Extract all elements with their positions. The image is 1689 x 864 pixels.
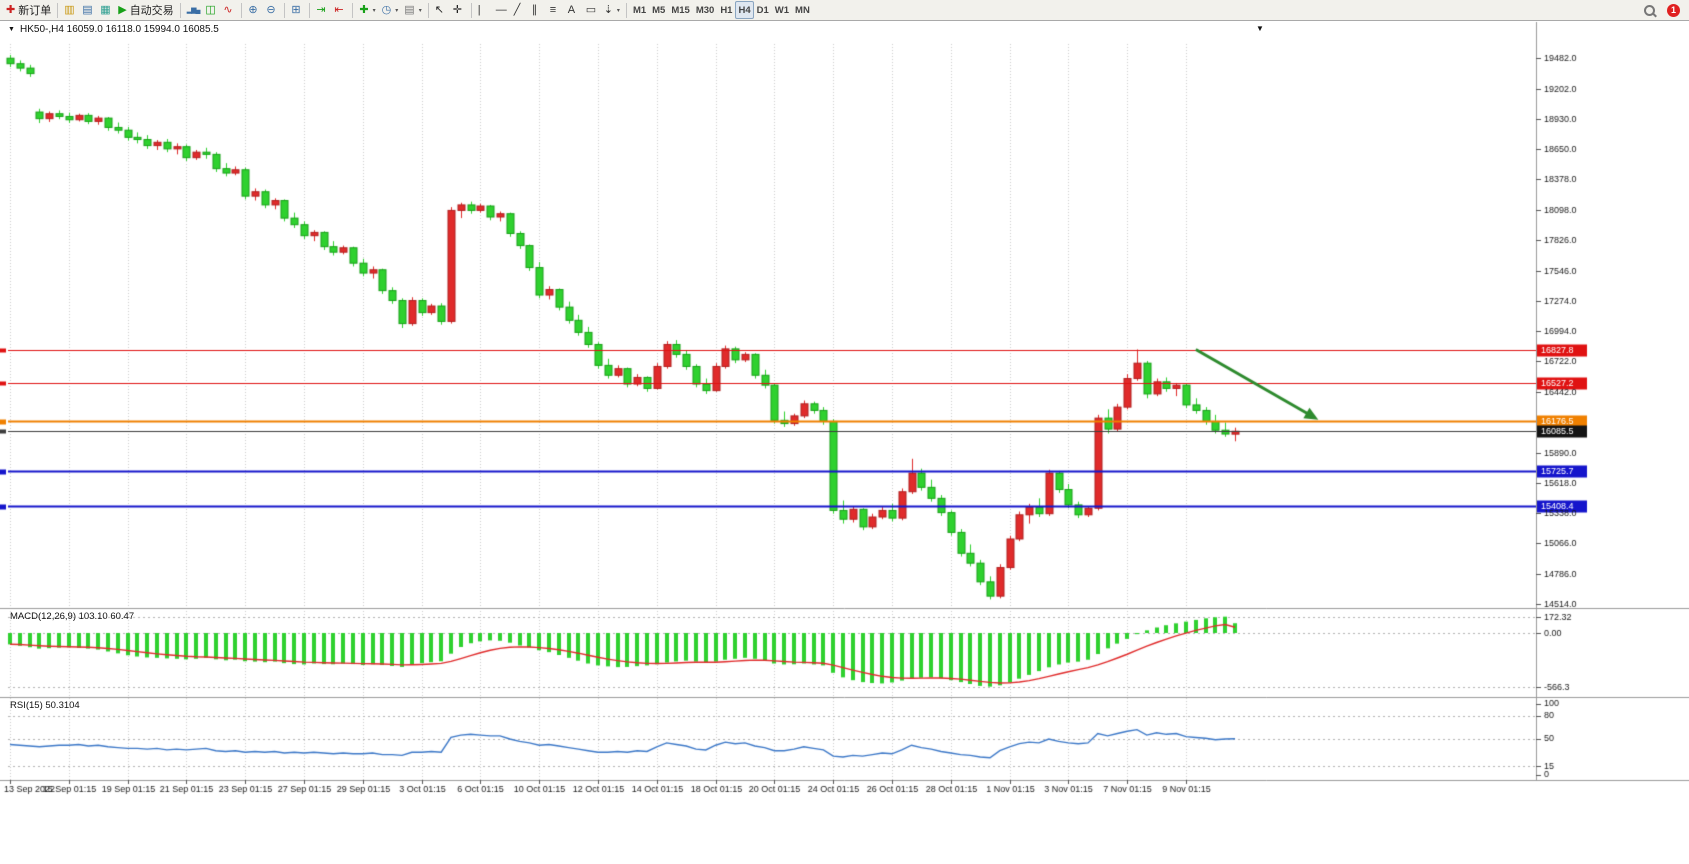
trendline-icon: ╱ xyxy=(513,3,521,16)
toolbar-separator xyxy=(57,2,59,18)
auto-trading-button-label: 自动交易 xyxy=(129,5,174,17)
dropdown-caret-icon: ▾ xyxy=(418,7,422,14)
new-order-icon: ✚ xyxy=(6,3,16,16)
macd-panel[interactable] xyxy=(8,609,1536,697)
market-watch-button[interactable]: ▥ xyxy=(61,1,79,19)
toolbar-separator xyxy=(284,2,286,18)
auto-trading-button[interactable]: ▶ 自动交易 xyxy=(115,1,176,19)
timeframe-h4-button[interactable]: H4 xyxy=(735,1,754,19)
notification-badge[interactable]: 1 xyxy=(1667,3,1680,17)
zoom-in-button[interactable]: ⊕ xyxy=(245,1,263,19)
navigator-icon: ▤ xyxy=(82,3,93,16)
indicators-button[interactable]: ✚ ▾ xyxy=(356,1,378,19)
chart-collapse-icon[interactable]: ▼ xyxy=(1256,24,1264,33)
rsi-panel[interactable] xyxy=(8,698,1536,779)
tile-windows-icon: ⊞ xyxy=(291,3,301,16)
timeframe-m1-button[interactable]: M1 xyxy=(630,1,649,19)
timeframe-m30-button[interactable]: M30 xyxy=(693,1,717,19)
new-order-button-label: 新订单 xyxy=(18,5,52,17)
toolbar-separator xyxy=(179,2,181,18)
chart-dropdown-icon[interactable]: ▼ xyxy=(8,26,15,33)
indicators-icon: ✚ xyxy=(359,3,369,16)
arrow-tools-button[interactable]: ⇣ ▾ xyxy=(601,1,623,19)
chart-shift-icon: ⇤ xyxy=(334,3,344,16)
horizontal-line-icon: — xyxy=(495,3,507,16)
navigator-button[interactable]: ▤ xyxy=(79,1,97,19)
toolbar-separator xyxy=(309,2,311,18)
cursor-icon: ↖ xyxy=(434,3,444,16)
trendline-button[interactable]: ╱ xyxy=(511,1,529,19)
search-icon xyxy=(1644,4,1655,16)
fibonacci-icon: ≡ xyxy=(549,3,557,16)
toolbar-separator xyxy=(470,2,472,18)
zoom-out-button[interactable]: ⊖ xyxy=(263,1,281,19)
toolbar-separator xyxy=(352,2,354,18)
vertical-line-icon: | xyxy=(477,3,481,16)
dropdown-caret-icon: ▾ xyxy=(372,7,376,14)
bar-chart-icon: ▂▆▄ xyxy=(186,6,201,14)
dropdown-caret-icon: ▾ xyxy=(395,7,399,14)
auto-scroll-button[interactable]: ⇥ xyxy=(313,1,331,19)
text-label-icon: ▭ xyxy=(585,3,597,16)
candlestick-chart-button[interactable]: ◫ xyxy=(202,1,220,19)
symbol-info: HK50-,H4 16059.0 16118.0 15994.0 16085.5 xyxy=(20,24,219,35)
periods-icon: ◷ xyxy=(381,3,392,16)
price-axis[interactable] xyxy=(1536,22,1689,780)
timeframe-h1-button[interactable]: H1 xyxy=(717,1,735,19)
candlestick-icon: ◫ xyxy=(205,3,216,16)
text-icon: A xyxy=(567,3,576,16)
tile-windows-button[interactable]: ⊞ xyxy=(288,1,306,19)
cursor-button[interactable]: ↖ xyxy=(432,1,450,19)
toolbar-separator xyxy=(427,2,429,18)
new-order-button[interactable]: ✚ 新订单 xyxy=(3,1,54,19)
horizontal-line-button[interactable]: — xyxy=(493,1,511,19)
terminal-icon: ▦ xyxy=(100,3,111,16)
macd-label: MACD(12,26,9) 103.10 60.47 xyxy=(10,611,135,622)
timeframe-mn-button[interactable]: MN xyxy=(792,1,813,19)
vertical-line-button[interactable]: | xyxy=(475,1,493,19)
toolbar-right: 1 xyxy=(1641,1,1686,19)
templates-icon: ▤ xyxy=(404,3,415,16)
terminal-button[interactable]: ▦ xyxy=(97,1,115,19)
fibonacci-button[interactable]: ≡ xyxy=(547,1,565,19)
chart-shift-button[interactable]: ⇤ xyxy=(331,1,349,19)
zoom-out-icon: ⊖ xyxy=(266,3,276,16)
toolbar-separator xyxy=(241,2,243,18)
line-chart-icon: ∿ xyxy=(223,3,233,16)
dropdown-caret-icon: ▾ xyxy=(616,7,620,14)
crosshair-icon: ✛ xyxy=(452,3,462,16)
channel-icon: ∥ xyxy=(531,3,538,16)
crosshair-button[interactable]: ✛ xyxy=(450,1,468,19)
auto-trading-icon: ▶ xyxy=(118,3,127,16)
search-button[interactable] xyxy=(1641,1,1659,19)
arrow-tools-icon: ⇣ xyxy=(603,3,613,16)
timeframe-toolbar: M1 M5 M15 M30 H1 H4 D1 W1 MN xyxy=(630,1,813,19)
line-chart-button[interactable]: ∿ xyxy=(220,1,238,19)
periods-button[interactable]: ◷ ▾ xyxy=(379,1,402,19)
market-watch-icon: ▥ xyxy=(64,3,75,16)
text-button[interactable]: A xyxy=(565,1,583,19)
toolbar-separator xyxy=(625,2,627,18)
time-axis[interactable] xyxy=(0,781,1536,798)
templates-button[interactable]: ▤ ▾ xyxy=(401,1,424,19)
toolbar: ✚ 新订单 ▥ ▤ ▦ ▶ 自动交易 ▂▆▄ ◫ ∿ ⊕ ⊖ ⊞ ⇥ ⇤ ✚ ▾ ◷ ▾ ▤ ▾ ↖ ✛ | — ╱ ∥ ≡ A ▭ ⇣ ▾ M… xyxy=(0,0,1689,21)
timeframe-w1-button[interactable]: W1 xyxy=(772,1,792,19)
channel-button[interactable]: ∥ xyxy=(529,1,547,19)
rsi-label: RSI(15) 50.3104 xyxy=(10,700,80,711)
timeframe-m15-button[interactable]: M15 xyxy=(668,1,692,19)
bar-chart-button[interactable]: ▂▆▄ xyxy=(184,1,203,19)
timeframe-d1-button[interactable]: D1 xyxy=(754,1,772,19)
zoom-in-icon: ⊕ xyxy=(248,3,258,16)
auto-scroll-icon: ⇥ xyxy=(316,3,326,16)
main-chart-plot-area[interactable] xyxy=(8,40,1536,608)
text-label-button[interactable]: ▭ xyxy=(583,1,601,19)
timeframe-m5-button[interactable]: M5 xyxy=(649,1,668,19)
